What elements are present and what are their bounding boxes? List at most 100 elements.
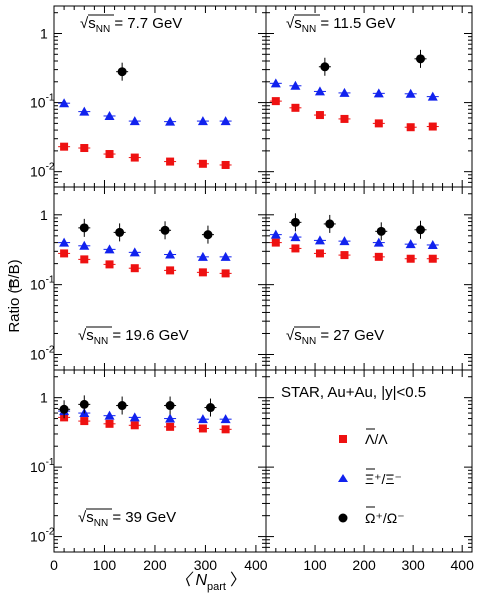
- data-point-lambda: [80, 144, 89, 153]
- x-tick-label: 100: [303, 557, 327, 573]
- data-point-lambda: [315, 249, 324, 258]
- data-point-lambda: [166, 266, 175, 275]
- data-point-xi: [79, 240, 90, 250]
- data-point-lambda: [60, 142, 69, 151]
- legend-marker-omega: [338, 513, 348, 523]
- x-tick-label: 0: [50, 557, 58, 573]
- energy-label: √sNN = 7.7 GeV: [80, 15, 182, 35]
- data-point-omega: [416, 225, 425, 235]
- y-tick-label-base: 10: [30, 459, 46, 475]
- energy-label: √sNN = 19.6 GeV: [78, 327, 189, 347]
- energy-label-prefix: √s: [286, 327, 302, 344]
- y-tick-label: 10-1: [30, 275, 55, 293]
- data-point-xi: [79, 106, 90, 116]
- data-point-xi: [197, 116, 208, 126]
- data-point-lambda: [271, 238, 280, 247]
- data-point-xi: [197, 251, 208, 261]
- data-point-lambda: [291, 103, 300, 112]
- energy-label-sub: NN: [302, 24, 316, 35]
- data-point-omega: [165, 401, 175, 411]
- data-point-omega: [79, 223, 89, 233]
- energy-label-value: = 19.6 GeV: [108, 327, 188, 344]
- data-point-lambda: [80, 255, 89, 264]
- data-point-xi: [290, 232, 301, 242]
- data-point-xi: [220, 251, 231, 261]
- x-tick-label: 300: [194, 557, 218, 573]
- data-point-lambda: [130, 153, 139, 162]
- y-tick-label: 1: [40, 25, 48, 41]
- y-tick-label-exponent: -2: [46, 527, 55, 538]
- data-point-omega: [117, 401, 127, 411]
- panel-frames: [53, 5, 473, 553]
- data-point-omega: [290, 217, 300, 227]
- data-point-lambda: [406, 123, 415, 132]
- y-tick-label: 10-2: [30, 162, 55, 180]
- data-point-lambda: [291, 244, 300, 253]
- data-point-lambda: [340, 114, 349, 123]
- y-tick-label-exponent: -1: [46, 457, 55, 468]
- data-point-xi: [197, 414, 208, 424]
- energy-label-sub: NN: [94, 336, 108, 347]
- data-point-omega: [115, 227, 125, 237]
- legend-label-xi: Ξ⁺/Ξ⁻: [365, 471, 402, 487]
- y-tick-label-base: 1: [40, 207, 48, 223]
- data-point-lambda: [60, 249, 69, 258]
- data-point-xi: [290, 80, 301, 90]
- y-tick-label: 1: [40, 207, 48, 223]
- y-tick-label-base: 10: [30, 95, 46, 111]
- x-tick-label: 300: [401, 557, 425, 573]
- y-tick-label-base: 1: [40, 25, 48, 41]
- data-point-xi: [129, 412, 140, 422]
- data-point-xi: [405, 88, 416, 98]
- data-point-xi: [129, 116, 140, 126]
- y-tick-label-base: 1: [40, 390, 48, 406]
- energy-label: √sNN = 11.5 GeV: [286, 15, 396, 35]
- y-tick-label-exponent: -1: [46, 275, 55, 286]
- energy-label-prefix: √s: [80, 15, 96, 32]
- data-point-xi: [104, 244, 115, 254]
- data-point-lambda: [198, 159, 207, 168]
- data-point-xi: [104, 410, 115, 420]
- y-tick-label-base: 10: [30, 277, 46, 293]
- energy-label: √sNN = 39 GeV: [78, 509, 176, 529]
- legend-label-omega: Ω⁺/Ω⁻: [365, 510, 405, 526]
- data-point-xi: [165, 116, 176, 126]
- x-axis-title-main: 〈 N: [175, 571, 207, 589]
- y-tick-label-base: 10: [30, 347, 46, 363]
- data-point-xi: [405, 239, 416, 249]
- energy-label-value: = 7.7 GeV: [110, 15, 182, 32]
- data-point-omega: [205, 403, 215, 413]
- energy-label-prefix: √s: [78, 327, 94, 344]
- y-tick-label-exponent: -2: [46, 345, 55, 356]
- legend-marker-xi: [338, 474, 348, 482]
- energy-label-prefix: √s: [78, 509, 94, 526]
- data-point-omega: [79, 399, 89, 409]
- data-point-lambda: [105, 150, 114, 159]
- y-tick-label-exponent: -2: [46, 162, 55, 173]
- energy-label-sub: NN: [302, 336, 316, 347]
- data-point-xi: [104, 110, 115, 120]
- x-tick-label: 100: [93, 557, 117, 573]
- data-point-lambda: [428, 122, 437, 131]
- data-point-xi: [427, 91, 438, 101]
- data-point-omega: [59, 404, 69, 414]
- energy-label-value: = 27 GeV: [316, 327, 384, 344]
- y-tick-label: 10-1: [30, 457, 55, 475]
- data-point-omega: [117, 67, 127, 77]
- x-tick-label: 400: [451, 557, 475, 573]
- data-point-lambda: [105, 419, 114, 428]
- data-point-xi: [373, 88, 384, 98]
- y-tick-label-base: 10: [30, 529, 46, 545]
- y-axis-title: Ratio (B/B): [6, 259, 23, 332]
- y-tick-label: 10-2: [30, 527, 55, 545]
- x-axis-title-sub: part: [207, 581, 226, 593]
- data-point-xi: [427, 239, 438, 249]
- energy-label-sub: NN: [94, 518, 108, 529]
- data-point-lambda: [166, 157, 175, 166]
- legend-label-lambda: Λ/Λ: [365, 431, 388, 447]
- energy-label: √sNN = 27 GeV: [286, 327, 384, 347]
- data-point-lambda: [221, 425, 230, 434]
- data-point-omega: [416, 54, 425, 64]
